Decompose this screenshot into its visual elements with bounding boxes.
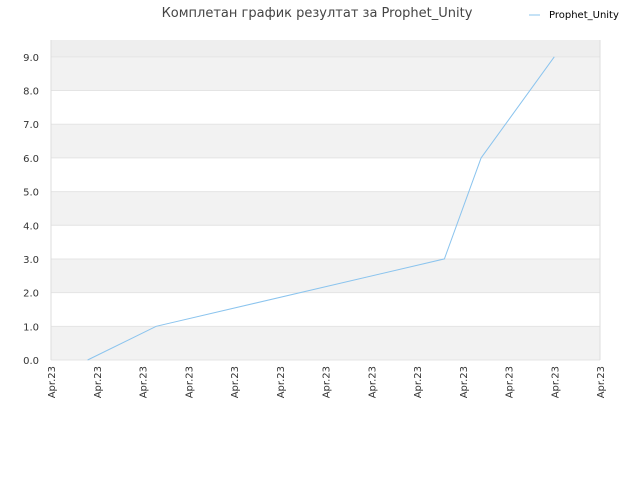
plot-band: [51, 292, 600, 327]
x-tick-label: Apr.23: [139, 366, 150, 398]
plot-band: [51, 124, 600, 158]
y-tick-label: 6.0: [23, 154, 39, 165]
y-axis-labels: 0.0 1.0 2.0 3.0 4.0 5.0 6.0 7.0 8.0 9.0: [23, 53, 39, 367]
plot-band: [51, 326, 600, 360]
y-tick-label: 9.0: [23, 53, 39, 64]
x-tick-label: Apr.23: [459, 366, 470, 398]
x-axis-labels: Apr.23 Apr.23 Apr.23 Apr.23 Apr.23 Apr.23 Apr.…: [47, 366, 607, 398]
series-line: [87, 56, 555, 361]
x-tick-label: Apr.23: [550, 366, 561, 398]
series-lines: [87, 56, 555, 361]
chart-title: Комплетан график резултат за Prophet_Uni…: [162, 6, 473, 21]
plot-band: [51, 225, 600, 259]
x-tick-label: Apr.23: [322, 366, 333, 398]
plot-band: [51, 90, 600, 125]
x-tick-label: Apr.23: [93, 366, 104, 398]
plot-band: [51, 40, 600, 57]
y-tick-label: 0.0: [23, 356, 39, 367]
plot-band: [51, 56, 600, 91]
y-tick-label: 8.0: [23, 87, 39, 98]
x-tick-label: Apr.23: [413, 366, 424, 398]
x-tick-label: Apr.23: [47, 366, 58, 398]
plot-band: [51, 258, 600, 293]
x-tick-label: Apr.23: [367, 366, 378, 398]
legend: Prophet_Unity: [529, 10, 619, 21]
x-tick-label: Apr.23: [596, 366, 607, 398]
legend-label: Prophet_Unity: [549, 10, 619, 21]
y-tick-label: 2.0: [23, 289, 39, 300]
y-tick-label: 4.0: [23, 221, 39, 232]
y-tick-label: 5.0: [23, 188, 39, 199]
plot-band: [51, 157, 600, 192]
y-tick-label: 7.0: [23, 120, 39, 131]
y-tick-label: 3.0: [23, 255, 39, 266]
x-tick-label: Apr.23: [184, 366, 195, 398]
y-tick-label: 1.0: [23, 322, 39, 333]
x-tick-label: Apr.23: [230, 366, 241, 398]
plot-band: [51, 191, 600, 226]
x-tick-label: Apr.23: [276, 366, 287, 398]
plot-background: [50, 40, 601, 361]
x-tick-label: Apr.23: [505, 366, 516, 398]
